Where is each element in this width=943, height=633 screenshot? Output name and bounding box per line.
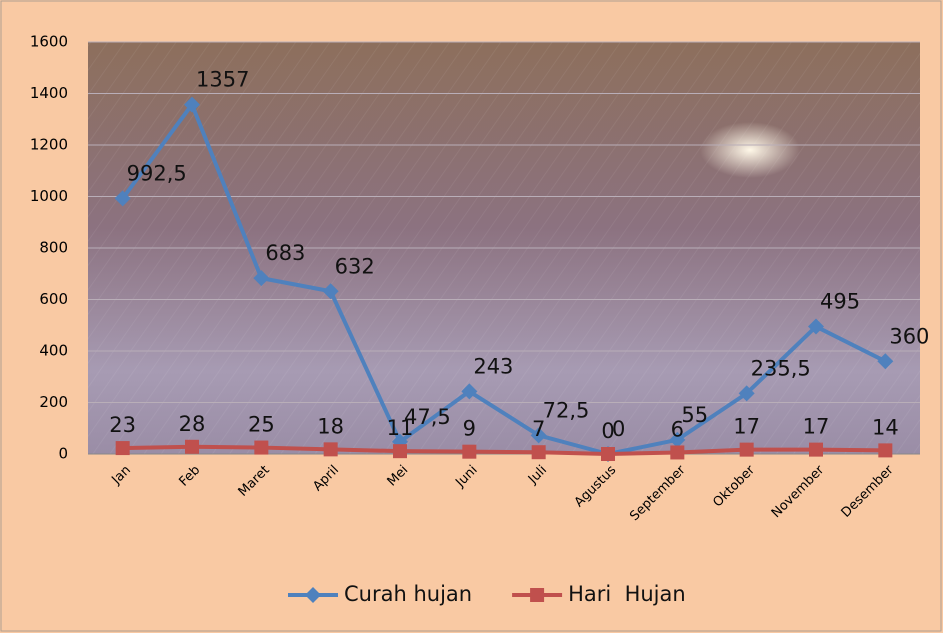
- y-tick-label: 1600: [30, 33, 68, 51]
- data-point: [184, 96, 200, 113]
- data-point: [808, 318, 824, 335]
- data-label: 1357: [196, 68, 249, 92]
- data-label: 14: [872, 415, 899, 439]
- data-point: [809, 442, 823, 457]
- data-label: 17: [733, 415, 760, 439]
- data-label: 7: [532, 417, 545, 441]
- series-line: [122, 444, 886, 456]
- data-label: 18: [317, 414, 344, 438]
- y-tick-label: 1200: [30, 136, 68, 154]
- legend-marker: [530, 588, 545, 602]
- series-line: [121, 102, 887, 456]
- data-label: 632: [335, 254, 375, 278]
- y-tick-label: 400: [39, 342, 68, 360]
- data-point: [670, 445, 685, 460]
- data-label: 9: [463, 417, 476, 441]
- y-tick-label: 600: [39, 290, 68, 308]
- data-point: [669, 431, 686, 448]
- data-label: 47,5: [404, 405, 451, 429]
- data-point: [530, 427, 547, 444]
- data-point: [393, 444, 407, 459]
- data-label: 28: [179, 412, 206, 436]
- data-label: 72,5: [543, 398, 590, 422]
- data-point: [462, 444, 477, 459]
- y-tick-label: 200: [39, 393, 68, 411]
- legend-label: Hari Hujan: [568, 582, 686, 606]
- data-point: [254, 440, 269, 455]
- data-point: [738, 385, 755, 402]
- data-point: [115, 441, 130, 456]
- data-label: 235,5: [751, 356, 811, 380]
- data-label: 495: [820, 290, 860, 314]
- data-point: [114, 190, 131, 207]
- data-point: [601, 447, 615, 461]
- data-point: [185, 439, 199, 454]
- y-tick-label: 800: [39, 239, 68, 257]
- data-label: 55: [681, 403, 708, 427]
- data-label: 683: [265, 241, 305, 265]
- data-point: [323, 442, 338, 457]
- y-tick-label: 0: [58, 445, 68, 463]
- data-point: [253, 270, 270, 287]
- data-label: 0: [612, 417, 625, 441]
- data-point: [739, 442, 754, 457]
- y-tick-label: 1400: [30, 84, 68, 102]
- data-label: 243: [473, 354, 513, 378]
- plot-glow: [700, 122, 800, 178]
- data-label: 360: [889, 324, 929, 348]
- data-label: 0: [601, 419, 614, 443]
- data-point: [322, 283, 339, 300]
- y-tick-label: 1000: [30, 187, 68, 205]
- data-label: 6: [671, 417, 684, 441]
- data-point: [877, 353, 894, 370]
- data-label: 17: [803, 415, 830, 439]
- data-point: [531, 445, 546, 460]
- data-point: [461, 383, 478, 400]
- data-label: 23: [109, 413, 136, 437]
- legend-label: Curah hujan: [344, 582, 472, 606]
- data-label: 11: [387, 416, 414, 440]
- data-label: 25: [248, 413, 275, 437]
- legend-marker: [305, 587, 321, 603]
- data-label: 992,5: [127, 161, 187, 185]
- data-point: [878, 443, 893, 458]
